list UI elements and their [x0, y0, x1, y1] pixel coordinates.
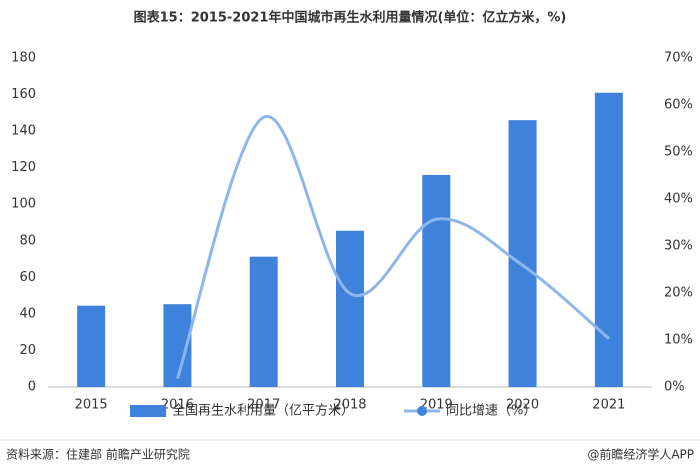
bar	[336, 230, 364, 387]
y2-tick-label: 10%	[664, 333, 693, 348]
y2-tick-label: 0%	[664, 380, 685, 395]
y-tick-label: 20	[19, 343, 36, 358]
bar	[77, 305, 106, 387]
y-tick-label: 80	[19, 233, 36, 248]
y-tick-label: 40	[19, 306, 36, 321]
legend-marker	[417, 406, 428, 416]
bar	[508, 120, 537, 388]
x-tick-label: 2021	[592, 398, 625, 413]
x-tick-label: 2019	[420, 398, 453, 413]
x-tick-label: 2017	[247, 398, 280, 413]
y-tick-label: 140	[11, 124, 36, 139]
x-tick-label: 2015	[75, 398, 108, 413]
legend-swatch	[130, 405, 166, 417]
y-tick-label: 60	[19, 270, 36, 285]
y2-tick-label: 70%	[664, 51, 693, 66]
y-tick-label: 0	[28, 380, 36, 395]
x-tick-label: 2020	[506, 398, 539, 413]
y2-tick-label: 60%	[664, 98, 693, 113]
y2-tick-label: 30%	[664, 239, 693, 254]
y2-tick-label: 50%	[664, 145, 693, 160]
y2-tick-label: 40%	[664, 192, 693, 207]
x-tick-label: 2016	[161, 398, 194, 413]
bar	[422, 174, 451, 387]
credit: @前瞻经济学人APP	[587, 447, 694, 462]
y-tick-label: 120	[11, 160, 36, 175]
source: 资料来源：住建部 前瞻产业研究院	[6, 447, 190, 462]
bar	[249, 256, 278, 387]
y-tick-label: 180	[11, 51, 36, 66]
line	[176, 115, 610, 380]
y-tick-label: 160	[11, 87, 36, 102]
chart-title: 图表15：2015-2021年中国城市再生水利用量情况(单位：亿立方米，%)	[134, 10, 567, 26]
legend-label: 全国再生水利用量（亿平方米）	[172, 403, 354, 419]
legend-label: 同比增速（%）	[446, 404, 536, 419]
y2-tick-label: 20%	[664, 286, 693, 301]
bar	[594, 92, 623, 387]
x-tick-label: 2018	[333, 398, 366, 413]
y-tick-label: 100	[11, 197, 36, 212]
